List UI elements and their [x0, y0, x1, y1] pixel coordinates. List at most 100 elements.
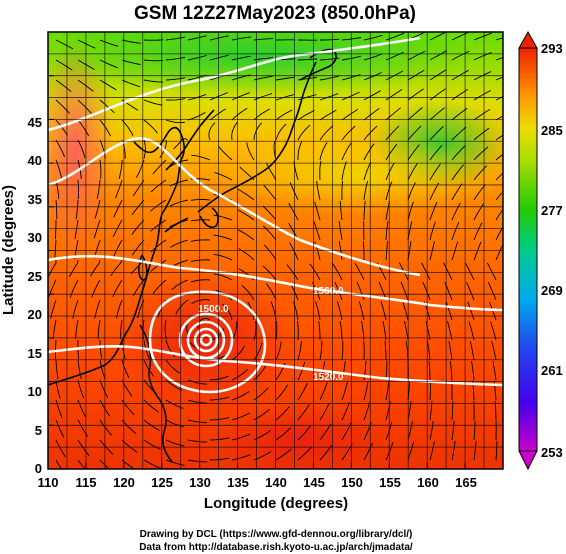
streamline	[429, 441, 435, 461]
streamline	[447, 321, 453, 341]
taiwan-coast	[138, 254, 148, 281]
streamline	[187, 459, 208, 463]
streamline	[319, 444, 333, 461]
streamline	[131, 219, 145, 236]
streamline	[473, 203, 485, 221]
x-tick-label: 160	[417, 475, 439, 490]
streamline	[385, 360, 388, 381]
streamline	[339, 320, 343, 341]
streamline	[55, 359, 59, 380]
streamline	[449, 360, 453, 381]
typhoon-ring-1	[178, 312, 234, 368]
streamline	[385, 380, 390, 401]
streamline	[231, 433, 251, 441]
y-tick-label: 30	[28, 230, 42, 245]
streamline	[297, 404, 310, 421]
streamline	[150, 179, 167, 193]
streamline	[297, 58, 318, 61]
streamline	[50, 299, 57, 319]
streamline	[473, 440, 477, 461]
japan-coast	[197, 61, 317, 213]
streamline	[467, 301, 475, 321]
streamline	[451, 50, 470, 61]
streamline	[429, 69, 447, 81]
streamline	[121, 359, 130, 379]
x-tick-label: 150	[341, 475, 363, 490]
x-tick-labels: 110 115 120 125 130 135 140 145 150 155 …	[38, 475, 477, 490]
streamline	[400, 281, 409, 301]
streamline	[94, 299, 101, 319]
streamline	[297, 383, 308, 401]
streamline	[473, 127, 490, 141]
streamline	[55, 199, 58, 220]
streamline	[187, 439, 208, 443]
streamline	[55, 99, 70, 114]
streamline	[54, 220, 57, 240]
streamline	[99, 359, 106, 379]
streamline	[385, 442, 394, 461]
streamline	[94, 199, 101, 219]
streamline	[495, 190, 503, 201]
streamline	[165, 36, 186, 41]
streamline	[191, 299, 211, 305]
streamline	[55, 39, 74, 50]
streamline	[55, 379, 61, 399]
streamline	[99, 379, 109, 398]
streamline	[312, 282, 321, 301]
streamline	[465, 262, 475, 281]
streamline	[68, 259, 79, 278]
coastlines	[48, 48, 337, 463]
streamline	[253, 320, 257, 341]
streamline	[121, 439, 138, 453]
typhoon-ring-4	[199, 333, 213, 347]
streamline	[319, 382, 328, 401]
mild-region	[210, 135, 503, 215]
streamline	[74, 219, 79, 240]
streamline	[363, 90, 381, 101]
streamline	[473, 146, 489, 161]
streamline	[165, 56, 186, 61]
streamline	[363, 401, 371, 421]
streamline	[495, 115, 503, 121]
streamline	[427, 340, 431, 361]
streamline	[143, 399, 160, 413]
streamline	[213, 214, 233, 221]
streamline	[473, 184, 486, 201]
x-tick-label: 130	[189, 475, 211, 490]
y-tick-label: 40	[28, 153, 42, 168]
streamline	[495, 226, 503, 241]
streamline	[77, 99, 92, 114]
streamline	[332, 263, 343, 281]
streamline	[231, 107, 248, 121]
streamline	[356, 281, 365, 301]
streamline	[55, 459, 63, 469]
y-tick-label: 35	[28, 192, 42, 207]
streamline	[422, 282, 431, 301]
streamline	[382, 320, 387, 341]
streamline	[486, 262, 497, 281]
streamline	[495, 440, 498, 461]
streamline	[209, 35, 229, 41]
streamline	[385, 401, 391, 421]
colorbar-label: 277	[541, 203, 563, 218]
streamline	[363, 442, 374, 461]
streamline	[445, 301, 453, 321]
streamline	[429, 380, 432, 401]
streamline	[495, 76, 503, 81]
streamline	[320, 38, 340, 41]
streamline	[451, 221, 460, 241]
streamline	[115, 299, 123, 319]
streamline	[55, 439, 66, 458]
streamline	[473, 109, 491, 121]
y-tick-label: 10	[28, 384, 42, 399]
streamline	[495, 134, 503, 141]
streamline	[253, 93, 273, 101]
streamline	[231, 321, 237, 341]
streamline	[143, 439, 161, 450]
streamline	[132, 279, 145, 297]
streamline	[315, 301, 321, 321]
streamline	[363, 381, 369, 401]
streamline	[262, 225, 277, 241]
streamline	[55, 79, 72, 93]
y-tick-label: 45	[28, 115, 42, 130]
